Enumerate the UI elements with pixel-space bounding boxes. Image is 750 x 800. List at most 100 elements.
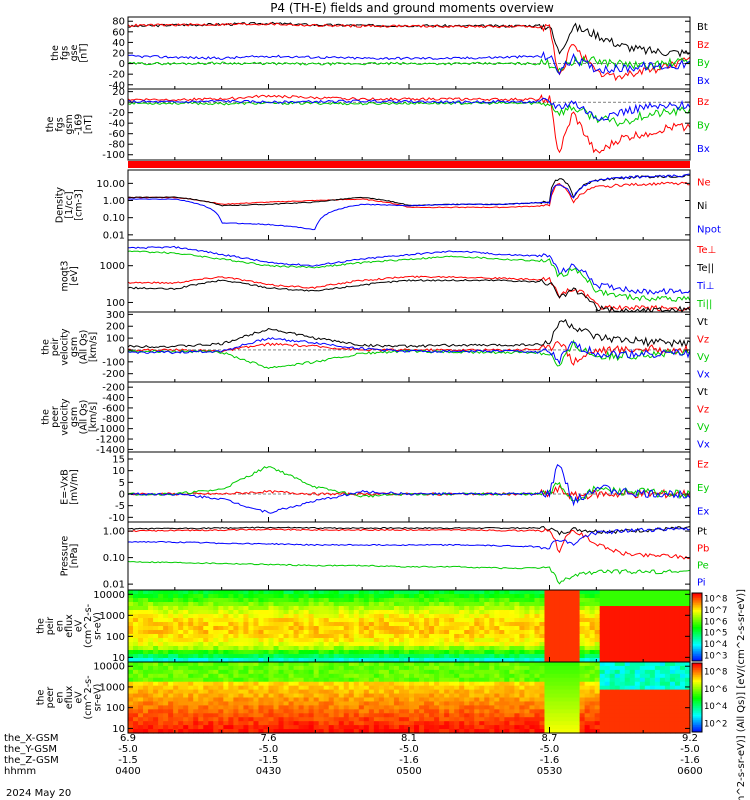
spectrogram-cell	[128, 638, 134, 643]
spectrogram-cell	[574, 654, 581, 659]
spectrogram-cell	[178, 606, 184, 611]
spectrogram-cell	[253, 669, 260, 675]
spectrogram-cell	[499, 626, 505, 631]
spectrogram-cell	[308, 634, 315, 639]
spectrogram-cell	[439, 717, 445, 722]
spectrogram-cell	[669, 598, 676, 603]
spectrogram-cell	[444, 614, 450, 619]
spectrogram-cell	[393, 685, 400, 691]
spectrogram-cell	[383, 658, 390, 663]
spectrogram-cell	[459, 626, 465, 631]
spectrogram-cell	[609, 658, 616, 663]
spectrogram-cell	[409, 681, 415, 687]
spectrogram-cell	[669, 681, 676, 687]
spectrogram-cell	[684, 614, 691, 619]
spectrogram-cell	[283, 685, 290, 691]
spectrogram-cell	[469, 606, 475, 611]
spectrogram-cell	[368, 729, 375, 734]
series-line-Pi	[127, 526, 691, 550]
spectrogram-cell	[178, 646, 184, 651]
spectrogram-cell	[173, 705, 179, 710]
spectrogram-cell	[238, 614, 245, 619]
spectrogram-cell	[479, 725, 485, 730]
spectrogram-cell	[534, 669, 541, 675]
spectrogram-cell	[263, 634, 270, 639]
spectrogram-cell	[213, 634, 219, 639]
spectrogram-cell	[273, 642, 280, 647]
spectrogram-cell	[594, 689, 601, 695]
spectrogram-cell	[238, 665, 245, 671]
spectrogram-cell	[308, 677, 315, 683]
spectrogram-cell	[509, 729, 515, 734]
spectrogram-cell	[298, 662, 305, 667]
spectrogram-cell	[464, 622, 470, 627]
spectrogram-cell	[564, 634, 571, 639]
spectrogram-cell	[589, 681, 596, 687]
spectrogram-cell	[529, 665, 536, 671]
spectrogram-cell	[544, 634, 551, 639]
spectrogram-cell	[579, 606, 586, 611]
spectrogram-cell	[504, 693, 510, 699]
spectrogram-cell	[323, 598, 330, 603]
spectrogram-cell	[193, 590, 199, 595]
spectrogram-cell	[604, 606, 611, 611]
spectrogram-cell	[223, 642, 229, 647]
spectrogram-cell	[599, 725, 606, 730]
spectrogram-cell	[589, 725, 596, 730]
y-tick-label: -400	[102, 393, 125, 404]
spectrogram-cell	[263, 614, 270, 619]
spectrogram-cell	[514, 669, 520, 675]
spectrogram-cell	[388, 594, 395, 599]
x-tick-label: -5.0	[540, 744, 560, 755]
spectrogram-cell	[258, 705, 265, 710]
spectrogram-cell	[263, 701, 270, 706]
spectrogram-cell	[614, 709, 621, 714]
spectrogram-cell	[353, 685, 360, 691]
spectrogram-cell	[554, 705, 561, 710]
y-tick-label: 0.10	[103, 553, 125, 564]
spectrogram-cell	[258, 697, 265, 703]
spectrogram-cell	[248, 650, 255, 655]
spectrogram-cell	[168, 697, 174, 703]
spectrogram-cell	[549, 662, 556, 667]
spectrogram-cell	[599, 713, 606, 718]
spectrogram-cell	[208, 658, 214, 663]
spectrogram-cell	[649, 677, 656, 683]
spectrogram-cell	[684, 665, 691, 671]
spectrogram-cell	[403, 721, 410, 726]
spectrogram-cell	[539, 626, 546, 631]
spectrogram-cell	[168, 693, 174, 699]
spectrogram-cell	[278, 701, 285, 706]
spectrogram-cell	[198, 590, 204, 595]
spectrogram-cell	[479, 717, 485, 722]
spectrogram-cell	[178, 594, 184, 599]
spectrogram-cell	[133, 606, 139, 611]
spectrogram-cell	[529, 658, 536, 663]
spectrogram-cell	[178, 658, 184, 663]
spectrogram-cell	[524, 634, 531, 639]
spectrogram-cell	[128, 729, 134, 734]
spectrogram-cell	[363, 658, 370, 663]
spectrogram-cell	[614, 598, 621, 603]
spectrogram-cell	[258, 658, 265, 663]
spectrogram-cell	[308, 650, 315, 655]
spectrogram-cell	[634, 614, 641, 619]
spectrogram-cell	[263, 717, 270, 722]
spectrogram-cell	[634, 638, 641, 643]
spectrogram-cell	[398, 697, 405, 703]
spectrogram-cell	[153, 654, 159, 659]
spectrogram-cell	[338, 665, 345, 671]
spectrogram-cell	[584, 614, 591, 619]
spectrogram-cell	[233, 634, 239, 639]
spectrogram-cell	[579, 658, 586, 663]
spectrogram-cell	[429, 669, 435, 675]
spectrogram-cell	[414, 610, 420, 615]
spectrogram-cell	[674, 590, 681, 595]
spectrogram-cell	[343, 614, 350, 619]
spectrogram-cell	[499, 642, 505, 647]
spectrogram-cell	[203, 697, 209, 703]
spectrogram-cell	[153, 673, 159, 679]
spectrogram-cell	[464, 590, 470, 595]
spectrogram-cell	[434, 681, 440, 687]
spectrogram-cell	[579, 650, 586, 655]
